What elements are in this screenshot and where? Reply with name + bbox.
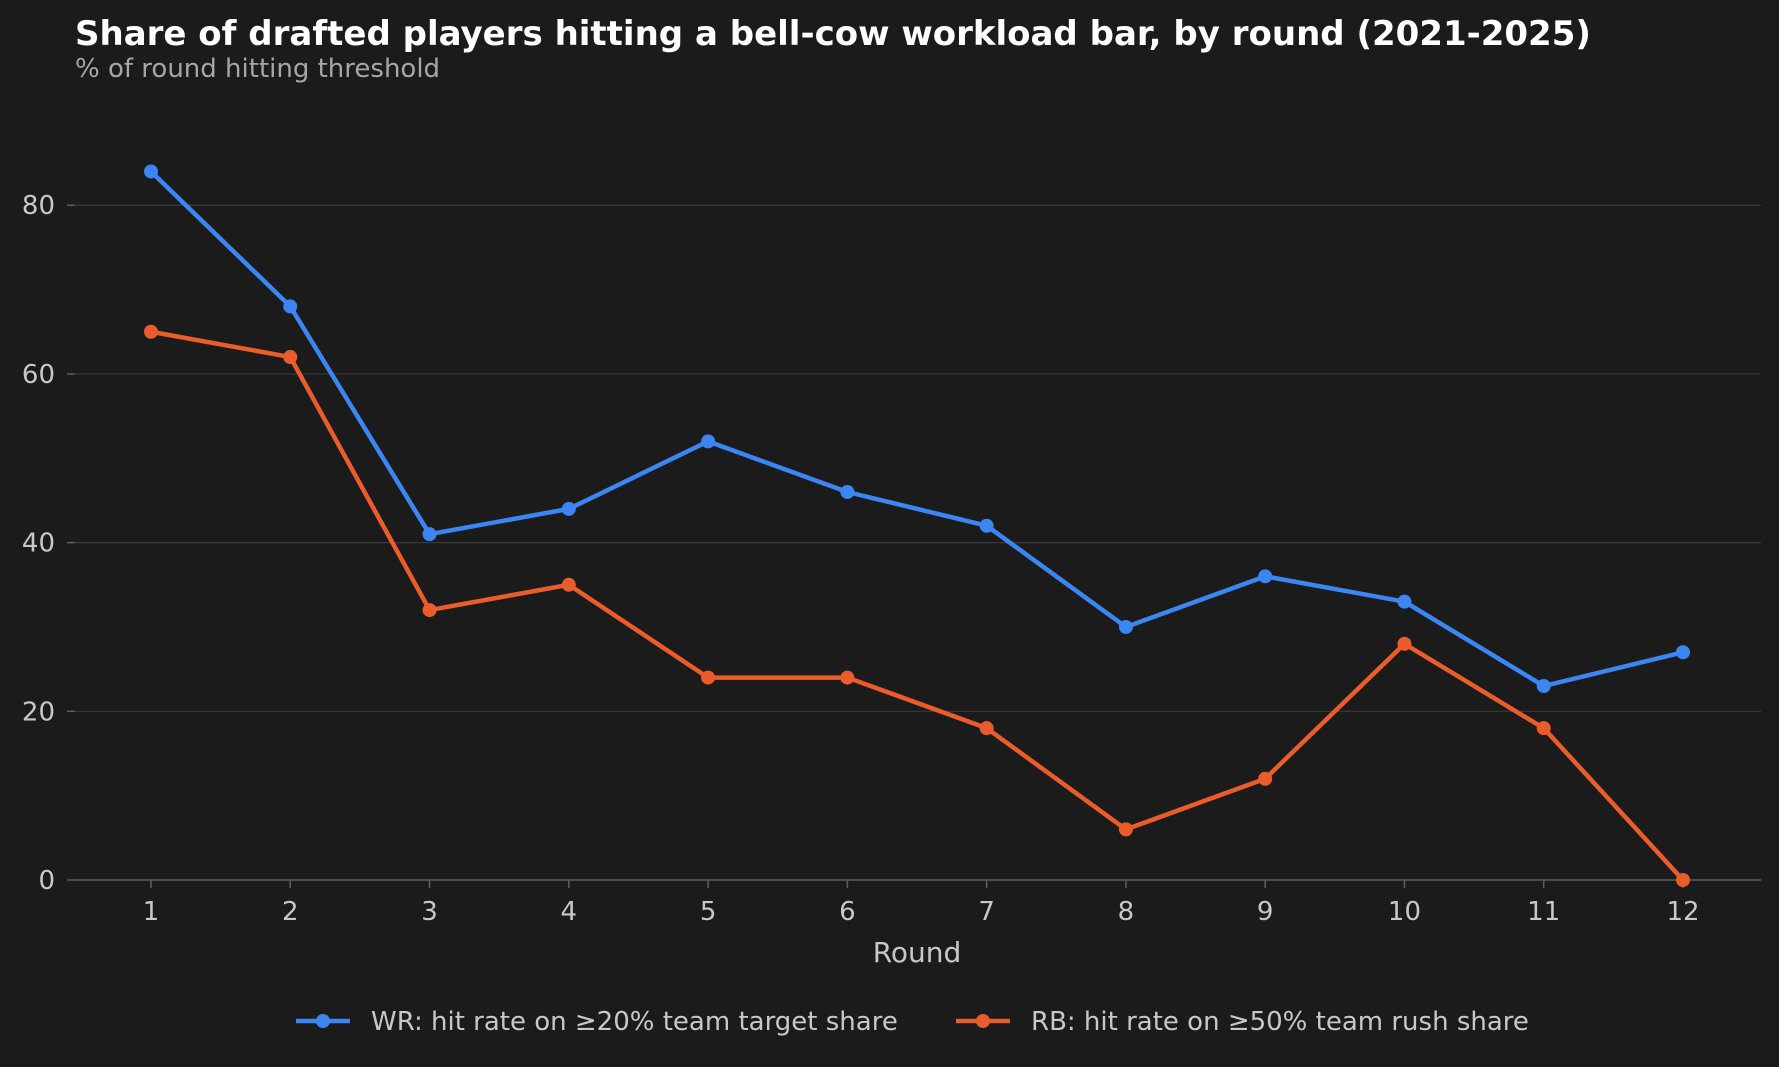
y-tick-label: 0 — [38, 866, 55, 896]
data-point — [1536, 679, 1551, 693]
data-point — [1118, 619, 1133, 634]
data-point — [422, 603, 437, 618]
x-tick-label: 10 — [1388, 897, 1421, 927]
data-point — [1258, 771, 1273, 786]
x-tick-label: 7 — [978, 897, 995, 927]
legend-dot-marker — [316, 1014, 330, 1028]
data-point — [561, 501, 576, 516]
data-point — [283, 350, 298, 365]
legend-label: RB: hit rate on ≥50% team rush share — [1031, 1007, 1529, 1037]
data-point — [1676, 645, 1690, 660]
y-tick-label: 80 — [22, 191, 55, 221]
x-tick-label: 12 — [1666, 897, 1699, 927]
y-tick-label: 60 — [22, 360, 55, 390]
y-tick-label: 40 — [22, 529, 55, 559]
data-point — [144, 324, 158, 339]
y-tick-label: 20 — [22, 697, 55, 727]
data-point — [979, 721, 994, 736]
series-line-2 — [148, 329, 1686, 883]
data-point — [422, 527, 437, 542]
data-point — [1397, 636, 1412, 651]
data-point — [1397, 594, 1412, 609]
chart-title: Share of drafted players hitting a bell-… — [75, 14, 1591, 54]
x-tick-label: 1 — [143, 897, 160, 927]
gridlines — [75, 204, 1761, 712]
data-point — [701, 670, 716, 685]
data-point — [144, 164, 158, 179]
data-point — [840, 670, 855, 685]
x-axis-label: Round — [873, 936, 962, 969]
x-tick-label: 2 — [282, 897, 299, 927]
x-tick-label: 6 — [839, 897, 856, 927]
data-point — [979, 518, 994, 533]
series-lines — [144, 164, 1690, 887]
data-point — [1536, 721, 1551, 736]
x-tick-label: 3 — [421, 897, 438, 927]
data-point — [1118, 822, 1133, 837]
x-tick-label: 11 — [1527, 897, 1560, 927]
data-point — [701, 434, 716, 449]
data-point — [561, 577, 576, 592]
data-point — [840, 485, 855, 499]
series-line-1 — [148, 169, 1686, 689]
legend-dot-marker — [976, 1014, 990, 1028]
data-point — [283, 299, 298, 314]
x-tick-label: 8 — [1118, 897, 1135, 927]
legend: WR: hit rate on ≥20% team target share RB… — [296, 1007, 1529, 1037]
legend-label: WR: hit rate on ≥20% team target share — [371, 1007, 898, 1037]
x-tick-label: 5 — [700, 897, 717, 927]
chart-subtitle: % of round hitting threshold — [75, 54, 441, 84]
data-point — [1258, 569, 1273, 584]
data-point — [1676, 873, 1690, 887]
x-tick-label: 9 — [1257, 897, 1274, 927]
x-tick-label: 4 — [561, 897, 578, 927]
